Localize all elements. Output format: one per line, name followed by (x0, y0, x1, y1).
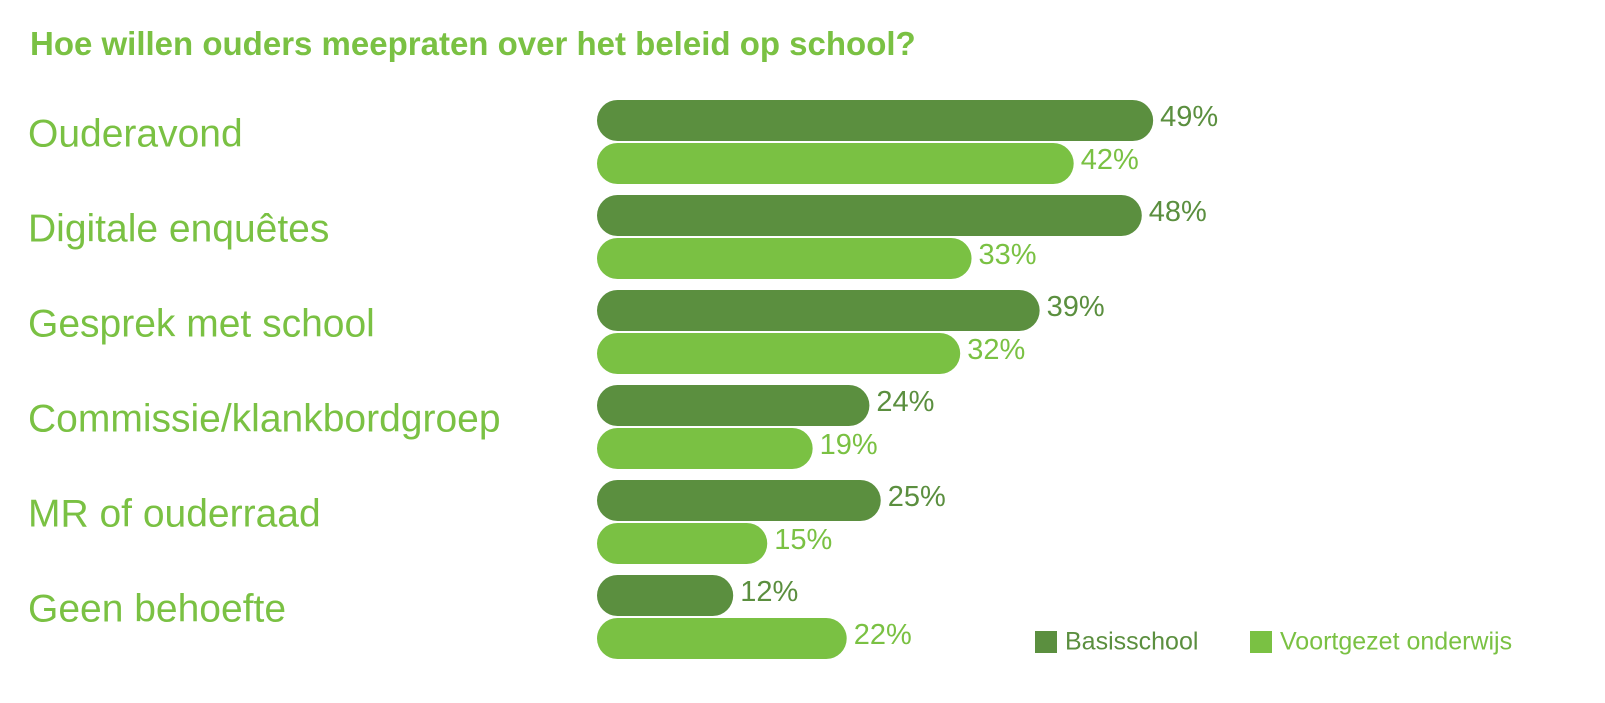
bar-voortgezet-onderwijs-digitale-enquetes (597, 238, 972, 279)
bar-basisschool-digitale-enquetes (597, 195, 1142, 236)
chart-title: Hoe willen ouders meepraten over het bel… (30, 25, 916, 62)
bar-basisschool-commissie-klankbordgroep (597, 385, 870, 426)
value-labels: 49% 42% 48% 33% 39% 32% 24% 19% 25% 15% 12% 22% (740, 101, 1218, 651)
bar-voortgezet-onderwijs-gesprek-met-school (597, 333, 961, 374)
value-label-voortgezet-onderwijs-geen-behoefte: 22% (854, 619, 912, 651)
value-label-basisschool-gesprek-met-school: 39% (1047, 291, 1105, 323)
bar-basisschool-geen-behoefte (597, 575, 734, 616)
bar-basisschool-gesprek-met-school (597, 290, 1040, 331)
value-label-voortgezet-onderwijs-gesprek-met-school: 32% (967, 334, 1025, 366)
bar-voortgezet-onderwijs-mr-of-ouderraad (597, 523, 768, 564)
value-label-basisschool-geen-behoefte: 12% (740, 576, 798, 608)
value-label-voortgezet-onderwijs-digitale-enquetes: 33% (979, 239, 1037, 271)
category-labels: Ouderavond Digitale enquêtes Gesprek met s… (28, 112, 501, 630)
legend-swatch-basisschool (1035, 631, 1057, 653)
value-label-basisschool-ouderavond: 49% (1160, 101, 1218, 133)
bar-basisschool-mr-of-ouderraad (597, 480, 881, 521)
category-label-ouderavond: Ouderavond (28, 112, 243, 155)
value-label-voortgezet-onderwijs-mr-of-ouderraad: 15% (774, 524, 832, 556)
category-label-mr-of-ouderraad: MR of ouderraad (28, 492, 321, 535)
bar-voortgezet-onderwijs-commissie-klankbordgroep (597, 428, 813, 469)
category-label-digitale-enquetes: Digitale enquêtes (28, 207, 329, 250)
value-label-basisschool-digitale-enquetes: 48% (1149, 196, 1207, 228)
value-label-voortgezet-onderwijs-commissie-klankbordgroep: 19% (820, 429, 878, 461)
category-label-geen-behoefte: Geen behoefte (28, 587, 286, 630)
category-label-gesprek-met-school: Gesprek met school (28, 302, 375, 345)
category-label-commissie-klankbordgroep: Commissie/klankbordgroep (28, 397, 501, 440)
value-label-basisschool-mr-of-ouderraad: 25% (888, 481, 946, 513)
legend-label-voortgezet-onderwijs: Voortgezet onderwijs (1280, 628, 1512, 656)
legend: Basisschool Voortgezet onderwijs (1035, 628, 1512, 656)
bars (597, 100, 1154, 659)
bar-voortgezet-onderwijs-ouderavond (597, 143, 1074, 184)
bar-voortgezet-onderwijs-geen-behoefte (597, 618, 847, 659)
value-label-basisschool-commissie-klankbordgroep: 24% (876, 386, 934, 418)
legend-swatch-voortgezet-onderwijs (1250, 631, 1272, 653)
bar-basisschool-ouderavond (597, 100, 1154, 141)
value-label-voortgezet-onderwijs-ouderavond: 42% (1081, 144, 1139, 176)
legend-label-basisschool: Basisschool (1065, 628, 1198, 656)
